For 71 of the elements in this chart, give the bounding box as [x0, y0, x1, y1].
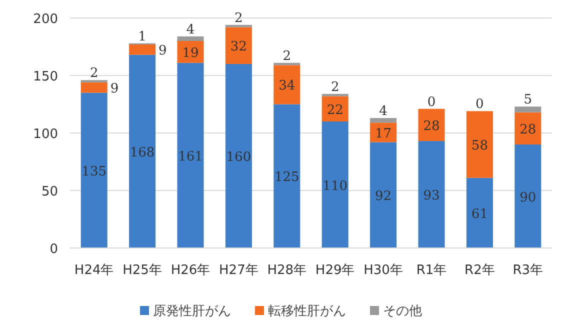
data-label: 0	[427, 94, 436, 110]
bar	[129, 54, 156, 248]
data-label: 90	[520, 190, 536, 206]
data-label: 34	[278, 78, 296, 94]
bar	[129, 44, 156, 55]
data-label: 110	[322, 178, 348, 194]
data-label: 135	[82, 164, 107, 180]
data-label: 17	[375, 126, 392, 142]
bar	[370, 142, 397, 248]
bar	[322, 122, 348, 248]
x-tick-label: R1年	[416, 263, 447, 278]
bar	[514, 112, 542, 144]
bar	[177, 36, 204, 41]
bar	[418, 108, 445, 142]
data-label: 4	[379, 104, 388, 120]
data-label: 92	[375, 189, 392, 204]
data-label: 161	[178, 149, 203, 164]
data-label: 58	[471, 138, 488, 154]
legend-label: その他	[383, 304, 422, 319]
y-tick-label: 100	[33, 127, 58, 142]
bar	[274, 65, 300, 104]
x-tick-label: H27年	[219, 263, 258, 278]
x-tick-label: H26年	[170, 263, 210, 278]
data-label: 61	[471, 206, 488, 222]
y-tick-label: 0	[50, 242, 58, 257]
bar	[80, 82, 108, 93]
x-tick-label: H30年	[364, 263, 403, 278]
data-label: 2	[234, 10, 243, 26]
bar	[322, 96, 348, 122]
bar	[370, 122, 397, 142]
bar	[370, 118, 397, 123]
x-tick-label: R3年	[512, 263, 544, 278]
bar	[466, 178, 493, 248]
x-tick-label: H24年	[74, 263, 114, 278]
data-label: 93	[423, 188, 440, 204]
bar	[466, 111, 493, 178]
bar	[418, 141, 445, 248]
x-tick-label: H29年	[315, 263, 355, 278]
data-label: 19	[182, 46, 199, 61]
data-label: 9	[158, 44, 167, 59]
bar	[274, 104, 300, 248]
x-tick-label: H25年	[122, 263, 162, 278]
data-label: 160	[226, 150, 252, 165]
bar	[177, 41, 204, 63]
data-label: 1	[138, 29, 146, 44]
bar	[514, 106, 542, 112]
data-label: 9	[110, 82, 119, 97]
bar	[514, 144, 542, 248]
data-label: 0	[476, 97, 484, 112]
bar	[177, 62, 204, 248]
x-tick-label: H28年	[267, 263, 307, 278]
legend-label: 転移性肝がん	[268, 304, 346, 319]
legend-label: 原発性肝がん	[153, 304, 231, 319]
y-tick-label: 50	[41, 184, 58, 200]
data-label: 5	[524, 92, 532, 108]
data-label: 125	[274, 170, 300, 186]
data-label: 2	[282, 48, 292, 64]
y-tick-label: 200	[33, 12, 58, 27]
bar	[225, 27, 252, 64]
data-label: 168	[130, 145, 155, 160]
data-label: 4	[186, 22, 195, 38]
bar	[80, 92, 108, 248]
data-label: 28	[423, 118, 440, 134]
data-label: 32	[230, 40, 247, 55]
y-tick-label: 150	[33, 70, 58, 84]
bar	[225, 64, 252, 248]
data-label: 28	[520, 122, 536, 138]
data-label: 2	[330, 80, 340, 95]
data-label: 2	[90, 66, 98, 82]
x-tick-label: R2年	[464, 263, 495, 278]
data-label: 22	[326, 102, 344, 118]
